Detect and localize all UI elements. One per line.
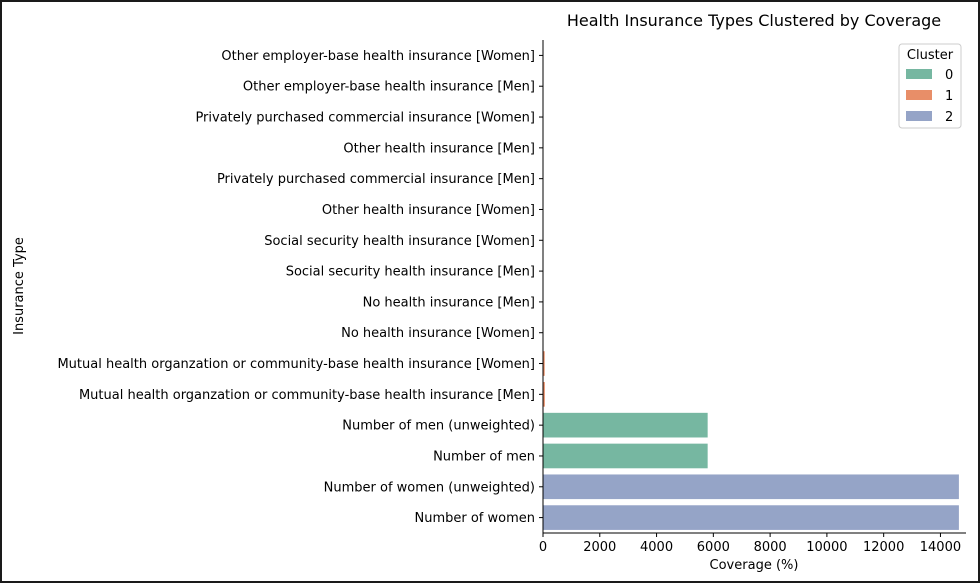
bar [543,443,708,469]
legend: Cluster 0 1 2 [898,43,962,129]
x-tick-label: 8000 [754,540,787,555]
y-tick-label: Number of women [414,511,535,526]
y-tick-label: Other health insurance [Women] [322,203,535,218]
x-tick-label: 10000 [806,540,847,555]
x-tick-label: 6000 [697,540,730,555]
y-tick-label: Social security health insurance [Women] [264,234,535,249]
bars-group [543,43,959,530]
legend-swatch [906,111,932,121]
y-tick-label: Privately purchased commercial insurance… [217,172,535,187]
x-tick-label: 12000 [863,540,904,555]
y-tick-label: Number of women (unweighted) [324,480,535,495]
x-tick-label: 0 [539,540,547,555]
y-tick-label: No health insurance [Women] [341,326,535,341]
y-tick-label: Mutual health organzation or community-b… [79,388,535,403]
y-tick-label: Number of men [433,449,535,464]
bar [543,412,708,438]
bar [543,382,545,407]
chart-title: Health Insurance Types Clustered by Cove… [567,11,941,30]
y-tick-label: Social security health insurance [Men] [286,265,535,280]
x-tick-label: 4000 [640,540,673,555]
y-axis-label: Insurance Type [12,237,27,335]
x-axis-label: Coverage (%) [710,558,799,573]
legend-swatch [906,90,932,100]
y-tick-label: Number of men (unweighted) [342,419,535,434]
y-tick-label: Other employer-base health insurance [Wo… [221,49,535,64]
y-tick-label: Privately purchased commercial insurance… [195,111,535,126]
y-tick-label: Mutual health organzation or community-b… [57,357,535,372]
bar [543,505,959,530]
y-tick-labels: Other employer-base health insurance [Wo… [57,49,543,526]
x-axis: 0 2000 4000 6000 8000 10000 12000 14000 [539,532,966,555]
y-tick-label: No health insurance [Men] [363,295,535,310]
bar [543,474,959,500]
bar [543,351,545,376]
legend-label: 2 [945,110,953,125]
legend-title: Cluster [907,48,954,63]
x-tick-label: 2000 [583,540,616,555]
legend-box [898,43,962,129]
legend-label: 0 [945,68,953,83]
legend-label: 1 [945,89,953,104]
y-tick-label: Other employer-base health insurance [Me… [243,80,535,95]
x-tick-label: 14000 [920,540,961,555]
legend-swatch [906,69,932,79]
y-tick-label: Other health insurance [Men] [343,141,535,156]
